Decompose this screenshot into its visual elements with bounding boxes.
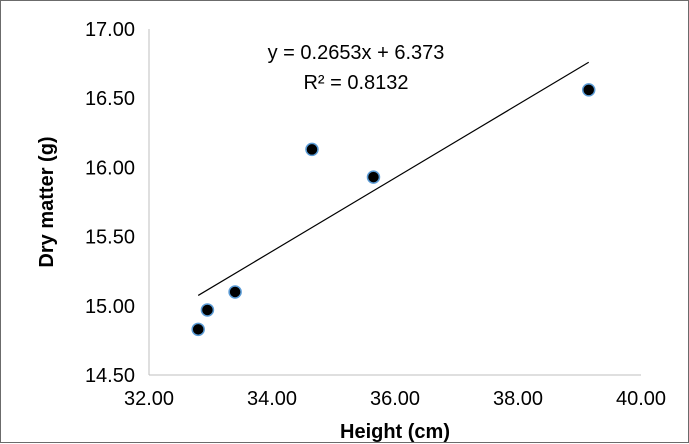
data-points [191, 83, 596, 337]
data-point [228, 285, 242, 299]
axes [148, 29, 641, 376]
data-point [305, 142, 319, 157]
data-point [581, 83, 596, 97]
x-tick-labels: 32.00 34.00 36.00 38.00 40.00 [124, 388, 666, 410]
trendline [197, 61, 590, 296]
y-tick-label: 15.50 [85, 227, 135, 249]
x-tick-label: 36.00 [370, 388, 420, 410]
y-tick-label: 16.00 [85, 157, 135, 179]
y-axis-title: Dry matter (g) [36, 136, 58, 267]
y-tick-labels: 14.50 15.00 15.50 16.00 16.50 17.00 [85, 19, 135, 387]
x-tick-label: 40.00 [616, 388, 666, 410]
x-tick-label: 34.00 [247, 388, 297, 410]
trendline-r-squared: R² = 0.8132 [303, 72, 408, 94]
y-tick-label: 14.50 [85, 365, 135, 387]
data-point [200, 303, 215, 317]
x-tick-label: 38.00 [493, 388, 543, 410]
data-point [191, 322, 205, 337]
y-tick-label: 16.50 [85, 88, 135, 110]
y-tick-label: 17.00 [85, 19, 135, 41]
x-axis-title: Height (cm) [340, 421, 450, 443]
data-point [366, 170, 381, 184]
y-tick-label: 15.00 [85, 296, 135, 318]
x-tick-label: 32.00 [124, 388, 174, 410]
trendline-equation: y = 0.2653x + 6.373 [268, 42, 445, 64]
